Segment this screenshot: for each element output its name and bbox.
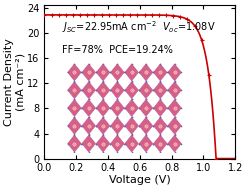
Text: FF=78%  PCE=19.24%: FF=78% PCE=19.24% bbox=[62, 45, 172, 55]
Y-axis label: Current Density
(mA cm⁻²): Current Density (mA cm⁻²) bbox=[4, 38, 26, 126]
X-axis label: Voltage (V): Voltage (V) bbox=[109, 175, 171, 185]
Text: $J_{SC}$=22.95mA cm$^{-2}$  $V_{oc}$=1.08V: $J_{SC}$=22.95mA cm$^{-2}$ $V_{oc}$=1.08… bbox=[62, 19, 215, 35]
